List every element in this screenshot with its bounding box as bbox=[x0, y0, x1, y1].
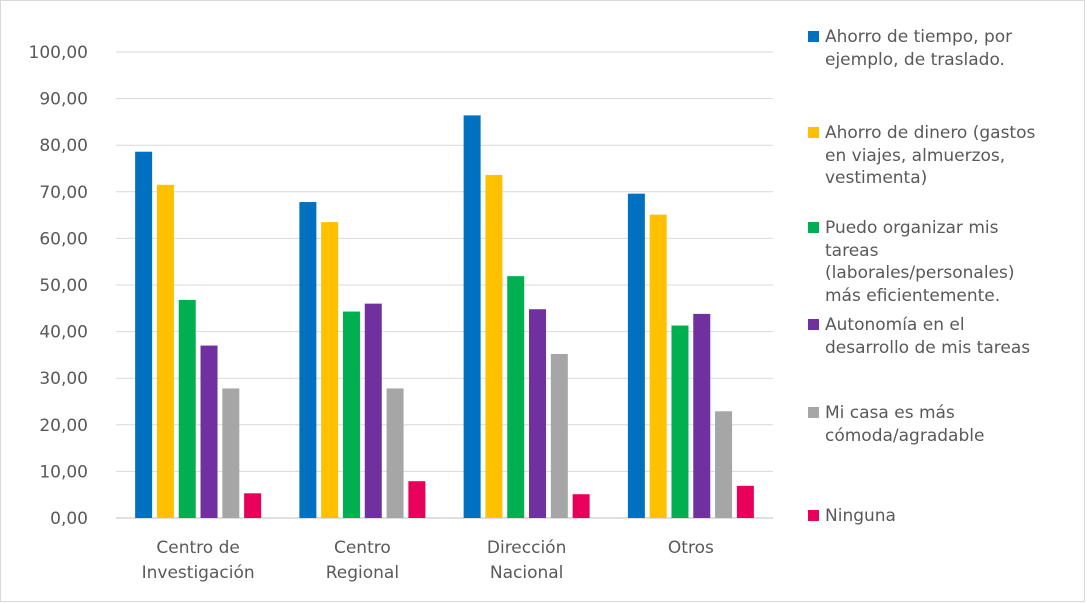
legend-label-line: Autonomía en el bbox=[825, 315, 965, 335]
bar bbox=[671, 325, 689, 518]
bar bbox=[649, 214, 667, 518]
y-tick-label: 50,00 bbox=[39, 276, 88, 296]
x-category-label: Centro de bbox=[156, 538, 239, 558]
legend-label-line: Ahorro de dinero (gastos bbox=[825, 123, 1036, 143]
y-tick-label: 60,00 bbox=[39, 229, 88, 249]
legend-swatch bbox=[808, 510, 819, 521]
bar bbox=[244, 493, 262, 518]
x-category-label: Nacional bbox=[490, 563, 564, 583]
bar bbox=[156, 184, 174, 518]
y-tick-label: 30,00 bbox=[39, 369, 88, 389]
legend-swatch bbox=[808, 31, 819, 42]
legend-label-line: Puedo organizar mis bbox=[825, 218, 999, 238]
legend-label-line: (laborales/personales) bbox=[825, 263, 1015, 283]
bar bbox=[507, 276, 525, 518]
bar bbox=[364, 303, 382, 518]
bar bbox=[386, 388, 404, 518]
legend-label-line: Ahorro de tiempo, por bbox=[825, 27, 1013, 47]
legend-swatch bbox=[808, 127, 819, 138]
bar bbox=[299, 202, 317, 518]
legend-label-line: Mi casa es más bbox=[825, 403, 955, 423]
x-category-label: Otros bbox=[668, 538, 714, 558]
legend-label-line: desarrollo de mis tareas bbox=[825, 337, 1031, 358]
legend-label: Autonomía en el desarrollo de mis tareas bbox=[825, 314, 1080, 359]
legend-label: Ahorro de tiempo, por ejemplo, de traslad… bbox=[825, 26, 1080, 71]
legend-label-line: tareas bbox=[825, 240, 879, 261]
bar bbox=[222, 388, 240, 518]
bar bbox=[529, 309, 547, 518]
y-tick-label: 90,00 bbox=[39, 90, 88, 110]
y-tick-label: 10,00 bbox=[39, 462, 88, 482]
bar bbox=[200, 345, 218, 518]
bar bbox=[693, 313, 711, 518]
bar bbox=[627, 193, 645, 518]
bar bbox=[342, 311, 360, 518]
bar bbox=[463, 115, 481, 518]
legend-label: Ahorro de dinero (gastos en viajes, almue… bbox=[825, 122, 1080, 190]
y-tick-label: 0,00 bbox=[50, 509, 88, 529]
legend-label-line: vestimenta) bbox=[825, 168, 928, 188]
bar bbox=[572, 494, 590, 518]
x-category-label: Dirección bbox=[487, 538, 566, 558]
y-tick-label: 70,00 bbox=[39, 183, 88, 203]
legend-swatch bbox=[808, 222, 819, 233]
legend-label-line: más eficientemente. bbox=[825, 285, 1001, 306]
y-tick-label: 80,00 bbox=[39, 136, 88, 156]
bar bbox=[321, 222, 339, 518]
bar bbox=[178, 299, 196, 518]
x-category-label: Investigación bbox=[142, 563, 255, 583]
bar bbox=[736, 485, 754, 518]
y-tick-label: 100,00 bbox=[29, 43, 88, 63]
legend-label: Mi casa es más cómoda/agradable bbox=[825, 402, 1080, 447]
legend-swatch bbox=[808, 319, 819, 330]
legend-label-line: ejemplo, de traslado. bbox=[825, 49, 1005, 70]
y-tick-label: 20,00 bbox=[39, 416, 88, 436]
bar bbox=[408, 481, 426, 518]
x-category-label: Regional bbox=[326, 563, 399, 583]
bar bbox=[135, 151, 153, 518]
legend-label-line: Ninguna bbox=[825, 506, 896, 526]
legend-label: Ninguna bbox=[825, 505, 1080, 528]
legend-label-line: en viajes, almuerzos, bbox=[825, 145, 1006, 166]
bar bbox=[485, 175, 503, 519]
legend-label-line: cómoda/agradable bbox=[825, 425, 985, 446]
x-category-label: Centro bbox=[334, 538, 391, 558]
y-tick-label: 40,00 bbox=[39, 323, 88, 343]
legend-label: Puedo organizar mis tareas (laborales/pers… bbox=[825, 217, 1080, 307]
bar bbox=[550, 353, 568, 518]
legend-swatch bbox=[808, 407, 819, 418]
bar bbox=[715, 411, 733, 518]
